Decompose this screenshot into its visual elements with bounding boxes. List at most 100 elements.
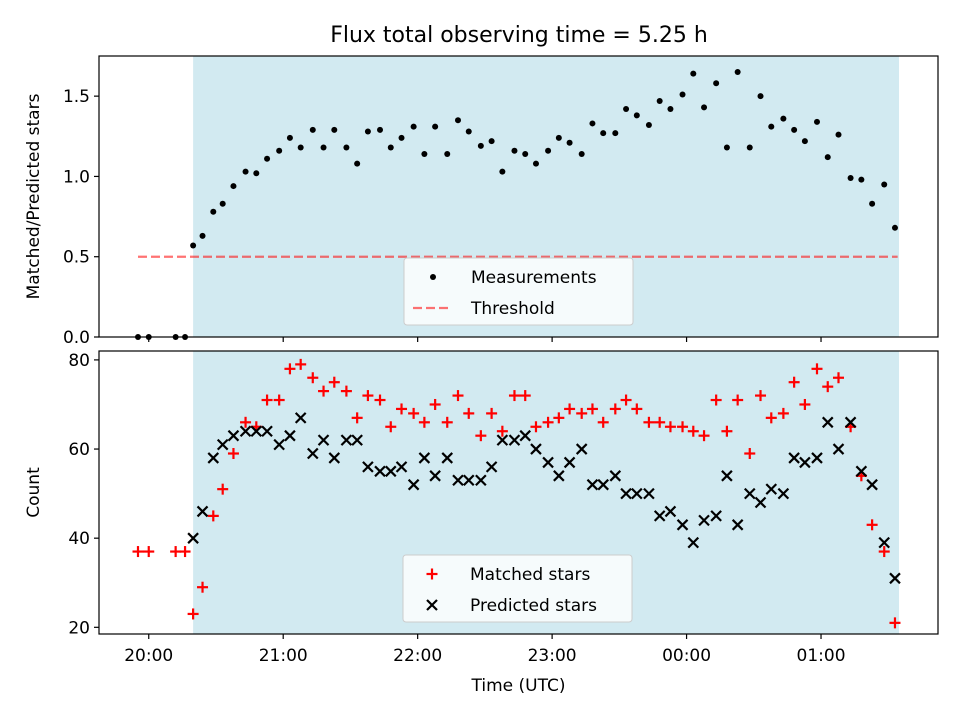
matched-star-point [217,483,229,495]
predicted-star-point [496,434,509,446]
matched-star-point [698,430,710,442]
predicted-star-point [418,452,431,464]
predicted-star-mark-b [362,461,374,473]
predicted-star-point [294,412,307,424]
matched-star-point [295,358,307,370]
measurement-point [723,144,730,151]
legend-box [403,257,634,326]
predicted-star-point [227,429,240,442]
measurement-point [633,112,640,119]
matched-star-point [170,546,182,558]
matched-star-point [732,394,744,406]
legend-box [402,554,633,623]
measurement-point [768,123,775,130]
predicted-star-mark-b [575,443,588,455]
matched-star-point [833,372,845,384]
predicted-star-point [284,429,296,442]
measurement-point [589,120,596,127]
measurement-point [780,115,787,122]
measurement-point [354,160,361,167]
y-axis-label: Count [24,467,44,518]
measurement-point [835,131,842,138]
predicted-star-point [475,474,487,487]
predicted-star-mark-b [216,438,229,451]
predicted-star-mark-b [643,487,655,500]
matched-star-point [553,412,565,424]
measurement-point [645,122,652,129]
predicted-star-point [307,447,319,460]
matched-star-point [508,390,520,402]
predicted-star-mark-b [687,536,700,549]
predicted-star-point [597,478,609,491]
predicted-star-mark-b [261,425,273,437]
y-tick-label: 80 [68,351,90,371]
matched-star-point [777,407,789,419]
y-axis-label: Matched/Predicted stars [24,93,44,299]
predicted-star-mark-b [418,452,431,464]
measurement-point [757,93,764,100]
predicted-star-mark-b [620,487,632,500]
predicted-star-point [609,470,622,482]
measurement-point [320,144,327,151]
predicted-star-mark-b [542,456,554,469]
measurement-point [387,144,394,151]
predicted-star-mark-b [340,434,353,446]
series-measurements [134,69,898,340]
legend-label: Threshold [470,299,555,319]
measurement-point [824,154,831,161]
matched-star-point [609,403,621,415]
measurement-point [253,170,260,177]
x-axis-label: Time (UTC) [471,676,566,696]
measurement-point [679,91,686,98]
matched-star-point [788,376,800,388]
measurement-point [701,104,708,111]
matched-star-point [197,581,209,593]
measurement-point [398,134,405,141]
predicted-star-mark-b [407,478,420,491]
predicted-star-mark-b [374,465,386,478]
legend-marker-measurements [430,274,436,280]
matched-star-point [721,425,733,437]
measurement-point [656,97,663,104]
matched-star-point [496,425,508,437]
predicted-star-point [508,434,521,446]
predicted-star-point [239,425,252,437]
predicted-star-point [395,461,408,473]
predicted-star-point [207,452,220,464]
predicted-star-point [429,470,441,482]
predicted-star-mark-b [597,478,609,491]
predicted-star-mark-b [462,474,475,487]
legend-label: Measurements [471,268,597,288]
predicted-star-mark-b [855,465,868,478]
measurement-point [734,69,741,76]
predicted-star-point [653,510,666,522]
measurement-point [713,80,720,87]
matched-star-point [351,412,363,424]
predicted-star-mark-b [519,429,532,442]
predicted-star-point [889,572,901,585]
legend-label: Matched stars [470,565,590,585]
matched-star-point [240,416,252,428]
measurement-point [566,139,573,146]
predicted-star-point [530,443,542,455]
matched-star-point [385,421,397,433]
predicted-star-mark-b [586,478,599,491]
predicted-star-mark-b [441,452,454,464]
measurement-point [532,160,539,167]
predicted-star-mark-b [731,519,744,531]
matched-star-point [318,385,330,397]
predicted-star-point [384,465,397,478]
matched-star-point [799,398,811,410]
predicted-star-point [731,519,744,531]
matched-star-point [273,394,285,406]
measurement-point [847,175,854,182]
measurement-point [219,200,226,207]
matched-star-point [878,546,890,558]
matched-star-point [374,394,386,406]
axes-frame [98,350,939,635]
matched-star-point [564,403,576,415]
matched-star-point [597,416,609,428]
panel-1: 0.0 0.5 1.0 1.5 Matched/Predicted stars Measu… [24,55,939,348]
series-matched-stars [132,358,901,629]
measurement-point [286,134,293,141]
